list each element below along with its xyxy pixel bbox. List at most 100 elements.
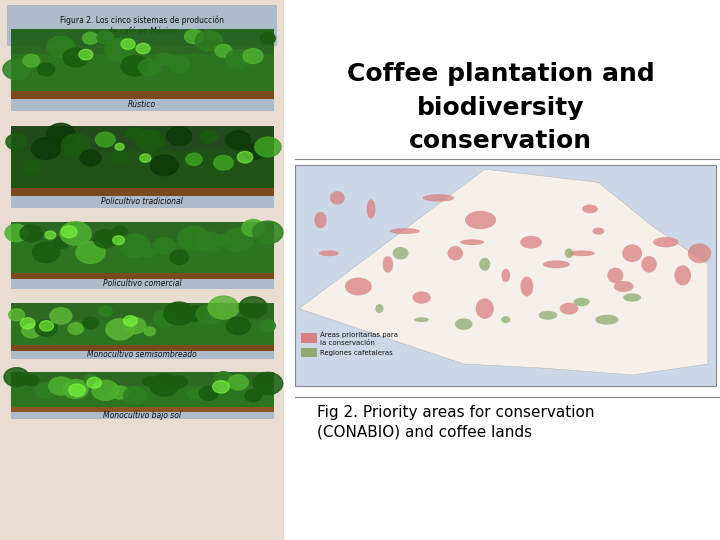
- Circle shape: [115, 143, 124, 150]
- Circle shape: [188, 390, 200, 399]
- Ellipse shape: [315, 212, 327, 228]
- Text: Rústico: Rústico: [128, 100, 156, 109]
- Circle shape: [136, 130, 163, 151]
- Circle shape: [76, 241, 105, 264]
- Ellipse shape: [623, 293, 642, 302]
- Circle shape: [239, 296, 267, 318]
- Text: Regiones cafetaleras: Regiones cafetaleras: [320, 349, 392, 356]
- Circle shape: [69, 384, 86, 396]
- Circle shape: [123, 315, 138, 326]
- Ellipse shape: [414, 318, 429, 322]
- Circle shape: [92, 380, 119, 400]
- Ellipse shape: [593, 227, 604, 235]
- Circle shape: [186, 153, 202, 165]
- Circle shape: [243, 49, 263, 64]
- Ellipse shape: [607, 268, 624, 283]
- Circle shape: [60, 222, 91, 245]
- Polygon shape: [299, 169, 708, 375]
- FancyBboxPatch shape: [11, 151, 274, 188]
- Circle shape: [112, 226, 127, 238]
- Ellipse shape: [614, 281, 634, 292]
- Circle shape: [127, 127, 143, 140]
- Text: Policultivo comercial: Policultivo comercial: [103, 280, 181, 288]
- Circle shape: [53, 237, 69, 249]
- Text: Monocultivo semisombreado: Monocultivo semisombreado: [87, 350, 197, 360]
- Ellipse shape: [559, 303, 578, 314]
- Circle shape: [24, 375, 39, 386]
- FancyBboxPatch shape: [11, 407, 274, 411]
- Circle shape: [123, 387, 146, 404]
- Circle shape: [32, 138, 60, 159]
- Circle shape: [40, 321, 53, 331]
- Circle shape: [97, 31, 114, 44]
- Circle shape: [200, 130, 217, 143]
- Circle shape: [80, 150, 101, 166]
- Circle shape: [260, 320, 276, 332]
- FancyBboxPatch shape: [11, 242, 274, 273]
- Circle shape: [112, 151, 129, 164]
- Circle shape: [243, 144, 264, 160]
- Circle shape: [22, 161, 40, 174]
- Ellipse shape: [501, 269, 510, 282]
- Ellipse shape: [448, 246, 463, 260]
- Circle shape: [23, 55, 40, 67]
- FancyBboxPatch shape: [11, 279, 274, 289]
- Ellipse shape: [382, 256, 393, 273]
- Circle shape: [143, 377, 156, 386]
- FancyBboxPatch shape: [11, 99, 274, 111]
- Circle shape: [150, 374, 179, 396]
- Circle shape: [170, 250, 189, 265]
- Circle shape: [184, 30, 203, 44]
- Circle shape: [37, 63, 55, 76]
- Text: Coffee plantation and
biodiversity
conservation: Coffee plantation and biodiversity conse…: [346, 63, 654, 153]
- Circle shape: [9, 309, 24, 321]
- Circle shape: [20, 318, 35, 329]
- Circle shape: [226, 131, 251, 149]
- Circle shape: [168, 57, 190, 72]
- Ellipse shape: [520, 236, 542, 248]
- Circle shape: [212, 381, 229, 393]
- Circle shape: [63, 380, 89, 399]
- Circle shape: [47, 123, 75, 145]
- Circle shape: [253, 373, 283, 395]
- Circle shape: [140, 154, 151, 163]
- Ellipse shape: [642, 256, 657, 273]
- Ellipse shape: [465, 211, 496, 229]
- Circle shape: [253, 221, 283, 244]
- Circle shape: [106, 319, 134, 340]
- Ellipse shape: [345, 278, 372, 295]
- Ellipse shape: [653, 237, 678, 247]
- Circle shape: [260, 32, 276, 44]
- Circle shape: [215, 44, 232, 57]
- Circle shape: [144, 327, 156, 336]
- Circle shape: [238, 151, 253, 163]
- Ellipse shape: [564, 248, 573, 258]
- Circle shape: [178, 226, 210, 250]
- Circle shape: [84, 374, 97, 384]
- Circle shape: [228, 375, 248, 390]
- FancyBboxPatch shape: [11, 53, 274, 91]
- Circle shape: [196, 232, 222, 251]
- Circle shape: [121, 56, 148, 76]
- Circle shape: [199, 386, 218, 400]
- Ellipse shape: [521, 276, 534, 296]
- Ellipse shape: [330, 191, 345, 205]
- Circle shape: [3, 59, 30, 79]
- Circle shape: [6, 134, 27, 150]
- Circle shape: [104, 38, 135, 61]
- Circle shape: [255, 137, 281, 157]
- Text: Fig 2. Priority areas for conservation
(CONABIO) and coffee lands: Fig 2. Priority areas for conservation (…: [317, 405, 594, 440]
- Ellipse shape: [595, 315, 618, 325]
- Ellipse shape: [675, 265, 691, 286]
- FancyBboxPatch shape: [11, 320, 274, 346]
- Circle shape: [61, 134, 90, 156]
- Circle shape: [184, 306, 204, 321]
- Ellipse shape: [455, 318, 472, 330]
- FancyBboxPatch shape: [301, 348, 317, 357]
- Circle shape: [20, 225, 42, 242]
- Circle shape: [195, 31, 222, 51]
- Circle shape: [215, 372, 233, 385]
- Ellipse shape: [480, 258, 490, 271]
- FancyBboxPatch shape: [11, 346, 274, 351]
- Ellipse shape: [568, 251, 595, 256]
